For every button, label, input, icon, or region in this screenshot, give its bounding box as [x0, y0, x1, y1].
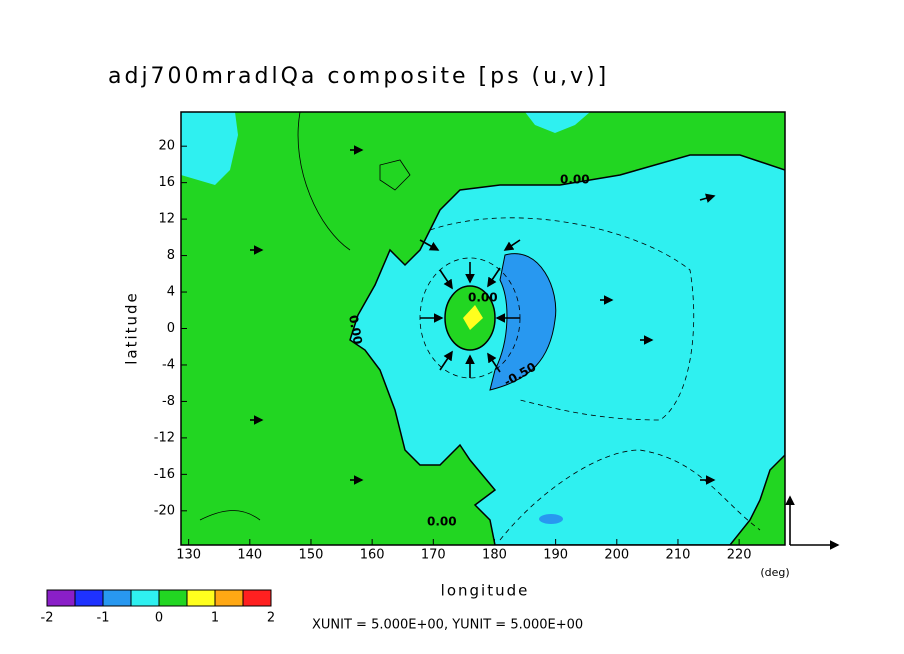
colorbar-box: [102, 589, 132, 607]
y-tick-label: -20: [154, 503, 175, 518]
x-axis-label: longitude: [441, 582, 530, 600]
x-tick-label: 130: [176, 548, 201, 563]
region: [539, 514, 563, 524]
region: [463, 305, 483, 330]
region: [181, 112, 238, 185]
contour-label: 0.00: [468, 291, 498, 305]
colorbar-box: [46, 589, 76, 607]
region: [525, 112, 590, 133]
reference-vector: [785, 495, 840, 550]
x-tick-label: 200: [604, 548, 629, 563]
x-tick-label: 160: [360, 548, 385, 563]
y-tick-label: -12: [154, 430, 175, 445]
colorbar-box: [214, 589, 244, 607]
colorbar-box: [158, 589, 188, 607]
contour-label: 0.00: [427, 515, 457, 529]
colorbar-tick-label: -1: [97, 611, 110, 626]
colorbar-box: [186, 589, 216, 607]
colorbar-tick-label: 1: [211, 611, 219, 626]
contour-label: 0.00: [346, 314, 365, 346]
chart-title: adj700mradlQa composite [ps (u,v)]: [108, 64, 609, 89]
colorbar-tick-label: 0: [155, 611, 163, 626]
contour-label: 0.00: [560, 173, 590, 187]
x-tick-label: 180: [482, 548, 507, 563]
colorbar-tick-label: -2: [41, 611, 54, 626]
y-tick-label: 4: [167, 285, 175, 300]
x-tick-label: 170: [421, 548, 446, 563]
y-tick-label: 16: [158, 175, 175, 190]
y-tick-label: 12: [158, 212, 175, 227]
colorbar-box: [74, 589, 104, 607]
vector-field: [250, 145, 716, 485]
y-tick-label: -8: [162, 394, 175, 409]
y-tick-label: 20: [158, 139, 175, 154]
colorbar-box: [130, 589, 160, 607]
colorbar-box: [242, 589, 272, 607]
x-tick-label: 150: [299, 548, 324, 563]
colorbar-tick-label: 2: [267, 611, 275, 626]
region: [349, 154, 785, 545]
contour-fill: [181, 112, 785, 545]
x-tick-label: 210: [666, 548, 691, 563]
x-tick-label: 190: [543, 548, 568, 563]
x-tick-label: 140: [237, 548, 262, 563]
vector-note: XUNIT = 5.000E+00, YUNIT = 5.000E+00: [312, 618, 583, 633]
y-tick-label: 0: [167, 321, 175, 336]
x-tick-label: 220: [727, 548, 752, 563]
y-axis-label: latitude: [123, 291, 141, 365]
y-tick-label: 8: [167, 248, 175, 263]
x-unit: (deg): [760, 566, 789, 579]
y-tick-label: -4: [162, 357, 175, 372]
y-tick-label: -16: [154, 467, 175, 482]
